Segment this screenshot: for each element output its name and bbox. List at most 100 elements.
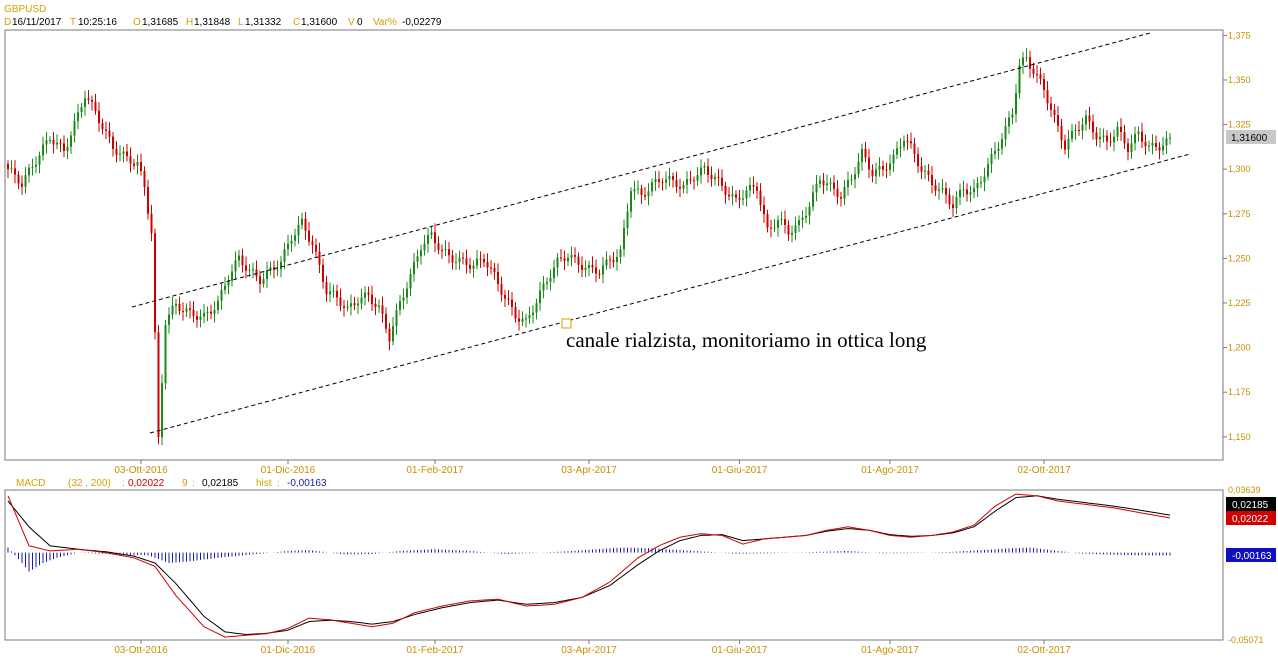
candle-body bbox=[1043, 78, 1045, 91]
candle-body bbox=[689, 179, 692, 181]
open-value: 1,31685 bbox=[142, 17, 179, 28]
candle-body bbox=[896, 148, 898, 155]
candle-body bbox=[693, 180, 695, 182]
candle-body bbox=[707, 166, 709, 175]
candle-body bbox=[168, 314, 170, 325]
candle-body bbox=[1095, 132, 1098, 140]
candle-body bbox=[616, 257, 618, 263]
candle-body bbox=[108, 130, 111, 137]
channel-lower-line[interactable] bbox=[149, 153, 1191, 434]
price-axis: 1,375 1,350 1,325 1,300 1,275 1,250 1,225 1,200… bbox=[1223, 30, 1251, 442]
candle-body bbox=[805, 215, 807, 218]
candle-body bbox=[857, 161, 860, 175]
candle-body bbox=[1165, 138, 1168, 146]
candle-body bbox=[374, 304, 377, 307]
candle-body bbox=[304, 218, 307, 231]
candle-body bbox=[1162, 145, 1164, 151]
candle-body bbox=[322, 264, 324, 283]
candle-body bbox=[1004, 126, 1007, 140]
candle-body bbox=[1046, 90, 1049, 104]
high-value: 1,31848 bbox=[194, 17, 231, 28]
signal-value-tag bbox=[1226, 497, 1276, 511]
candle-body bbox=[479, 258, 482, 260]
candle-body bbox=[448, 249, 450, 256]
candle-body bbox=[213, 309, 216, 314]
candle-body bbox=[871, 169, 874, 177]
candle-body bbox=[514, 306, 517, 319]
candle-body bbox=[255, 269, 258, 277]
last-price-label: 1,31600 bbox=[1231, 133, 1268, 144]
candle-body bbox=[882, 166, 884, 170]
candle-body bbox=[651, 182, 653, 192]
candle-body bbox=[840, 196, 842, 199]
candle-body bbox=[122, 151, 125, 154]
candle-body bbox=[728, 194, 730, 197]
candle-body bbox=[920, 166, 923, 172]
candle-body bbox=[1137, 131, 1140, 134]
candle-body bbox=[941, 187, 944, 190]
candle-body bbox=[1032, 68, 1035, 74]
candle-body bbox=[119, 153, 121, 155]
annotation-anchor-marker[interactable] bbox=[561, 318, 572, 329]
candle-body bbox=[406, 288, 408, 298]
candle-body bbox=[451, 255, 454, 263]
candle-body bbox=[1092, 121, 1094, 133]
macd-axis: 0,03639 -0,05071 bbox=[1228, 485, 1264, 645]
candle-body bbox=[52, 140, 55, 145]
candle-body bbox=[927, 170, 930, 175]
candle-body bbox=[703, 166, 706, 168]
candle-body bbox=[290, 240, 293, 244]
candle-body bbox=[570, 255, 573, 258]
macd-readout: MACD (32 , 200) : 0,02022 9 : 0,02185 hi… bbox=[16, 478, 327, 489]
candle-body bbox=[798, 220, 800, 226]
candle-body bbox=[742, 198, 744, 200]
candle-body bbox=[787, 224, 790, 235]
open-key: O bbox=[133, 17, 141, 28]
candle-body bbox=[14, 168, 16, 175]
candle-body bbox=[189, 308, 191, 310]
candle-body bbox=[1074, 129, 1077, 131]
candle-body bbox=[875, 169, 877, 177]
candle-body bbox=[710, 174, 713, 180]
candle-body bbox=[297, 224, 300, 236]
candle-body bbox=[143, 171, 146, 188]
candle-body bbox=[668, 176, 671, 180]
candle-body bbox=[997, 148, 1000, 151]
candle-body bbox=[518, 318, 520, 322]
candle-body bbox=[619, 249, 622, 258]
close-key: C bbox=[293, 17, 300, 28]
candle-body bbox=[948, 194, 951, 205]
candle-body bbox=[164, 324, 167, 384]
macd-tick-label: 0,03639 bbox=[1228, 485, 1261, 495]
candle-body bbox=[70, 135, 72, 147]
candle-body bbox=[101, 123, 104, 130]
candle-body bbox=[931, 174, 933, 186]
candle-body bbox=[563, 258, 566, 262]
candle-body bbox=[1011, 114, 1014, 118]
candle-body bbox=[766, 214, 769, 228]
candle-body bbox=[280, 261, 282, 270]
candle-body bbox=[483, 259, 485, 263]
candle-body bbox=[647, 191, 650, 197]
candle-body bbox=[1053, 109, 1056, 116]
candle-body bbox=[1036, 73, 1038, 75]
candle-body bbox=[983, 176, 986, 183]
price-tick-label: 1,325 bbox=[1228, 120, 1251, 130]
candle-body bbox=[17, 174, 20, 184]
candle-body bbox=[1106, 135, 1108, 142]
candle-body bbox=[35, 164, 37, 167]
candle-body bbox=[476, 258, 478, 266]
ohlc-readout: D 16/11/2017 T 10:25:16 O 1,31685 H 1,31… bbox=[4, 17, 442, 28]
candle-body bbox=[924, 170, 926, 172]
candle-body bbox=[584, 267, 587, 270]
candle-body bbox=[850, 179, 853, 181]
date-label: 01-Giu-2017 bbox=[712, 645, 768, 656]
candle-body bbox=[413, 261, 415, 275]
candle-body bbox=[91, 99, 93, 102]
candle-body bbox=[1085, 115, 1087, 125]
channel-upper-line[interactable] bbox=[131, 32, 1151, 308]
candle-body bbox=[59, 142, 62, 144]
candle-body bbox=[1109, 141, 1112, 143]
candle-body bbox=[248, 269, 251, 271]
